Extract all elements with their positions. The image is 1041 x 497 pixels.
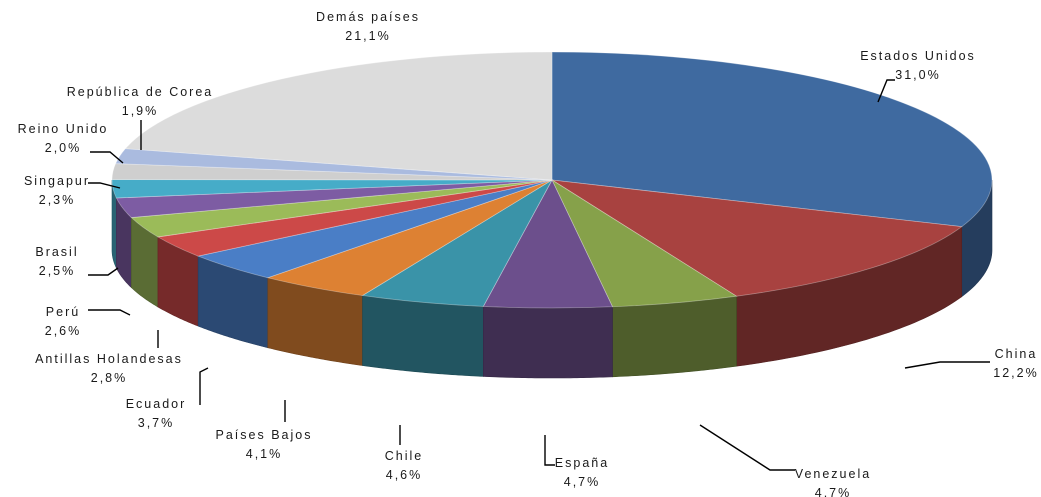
leader-line-espana xyxy=(544,435,555,466)
slice-value-label: 2,3% xyxy=(39,193,76,207)
slice-name-label: Brasil xyxy=(35,245,78,259)
slice-value-label: 4,6% xyxy=(386,468,423,482)
slice-name-label: Perú xyxy=(46,305,80,319)
slice-name-label: República de Corea xyxy=(67,85,214,99)
slice-republica-de-corea xyxy=(115,148,553,181)
leader-line-venezuela xyxy=(699,424,795,471)
slice-side-venezuela xyxy=(612,295,737,378)
slice-name-label: Países Bajos xyxy=(216,428,313,442)
slice-value-label: 4.7% xyxy=(815,486,852,497)
slice-antillas-holandesas xyxy=(156,179,553,257)
slice-name-label: España xyxy=(555,456,609,470)
slice-name-label: Ecuador xyxy=(126,397,187,411)
leader-line-singapur xyxy=(88,182,121,189)
slice-value-label: 1,9% xyxy=(122,104,159,118)
slice-name-label: China xyxy=(995,347,1038,361)
slice-name-label: Estados Unidos xyxy=(860,49,976,63)
slice-value-label: 4,1% xyxy=(246,447,283,461)
slice-value-label: 12,2% xyxy=(993,366,1038,380)
slice-ecuador xyxy=(196,179,553,279)
leader-line-ecuador xyxy=(199,367,209,405)
slice-paises-bajos xyxy=(266,179,553,296)
slice-side-chile xyxy=(362,295,484,377)
slice-reino-unido xyxy=(111,163,553,181)
slice-name-label: Chile xyxy=(385,449,424,463)
slice-side-paises-bajos xyxy=(267,277,363,366)
slice-name-label: Antillas Holandesas xyxy=(35,352,183,366)
slice-name-label: Venezuela xyxy=(795,467,871,481)
pie-labels: Estados Unidos 31,0% China 12,2% Venezuela 4.… xyxy=(18,10,1038,497)
slice-venezuela xyxy=(551,178,738,308)
leader-line-peru xyxy=(88,309,131,316)
slice-china xyxy=(551,179,963,297)
pie-sides xyxy=(111,179,993,379)
slice-peru xyxy=(130,179,553,238)
slice-value-label: 3,7% xyxy=(138,416,175,430)
slice-side-espana xyxy=(483,306,613,379)
slice-name-label: Singapur xyxy=(24,174,90,188)
leader-line-china xyxy=(904,361,990,369)
slice-value-label: 2,8% xyxy=(91,371,128,385)
pie-slices xyxy=(111,51,993,309)
slice-value-label: 31,0% xyxy=(895,68,940,82)
leader-line-estados-unidos xyxy=(877,79,895,103)
slice-name-label: Reino Unido xyxy=(18,122,109,136)
slice-brasil xyxy=(115,179,553,218)
slice-value-label: 2,0% xyxy=(45,141,82,155)
slice-value-label: 2,6% xyxy=(45,324,82,338)
slice-espana xyxy=(482,179,614,309)
leader-line-brasil xyxy=(88,267,119,276)
slice-singapur xyxy=(111,179,553,199)
leader-line-reino-unido xyxy=(90,151,124,164)
slice-side-peru xyxy=(131,216,159,308)
slice-demas-paises xyxy=(124,51,553,181)
slice-value-label: 21,1% xyxy=(345,29,390,43)
slice-estados-unidos xyxy=(551,51,993,228)
slice-name-label: Demás países xyxy=(316,10,420,24)
slice-chile xyxy=(361,178,554,307)
slice-value-label: 2,5% xyxy=(39,264,76,278)
slice-value-label: 4,7% xyxy=(564,475,601,489)
